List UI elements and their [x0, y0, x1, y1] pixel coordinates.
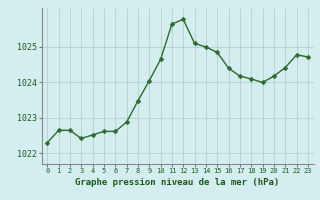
X-axis label: Graphe pression niveau de la mer (hPa): Graphe pression niveau de la mer (hPa) [76, 178, 280, 187]
